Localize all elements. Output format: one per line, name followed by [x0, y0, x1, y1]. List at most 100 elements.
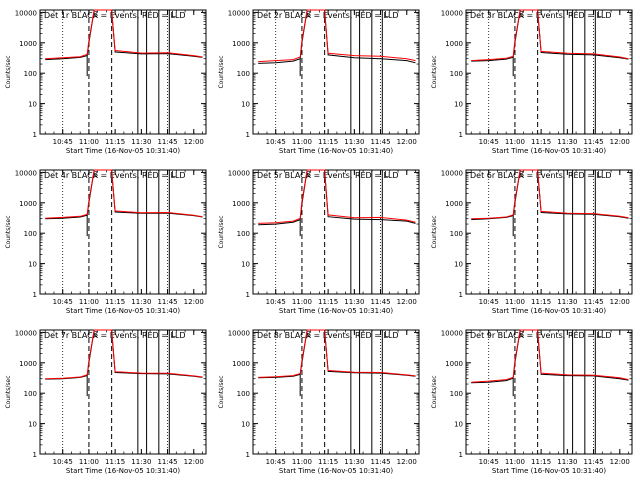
panel-title: Det 9r BLACK = Events, RED = LLD: [470, 331, 612, 340]
y-tick-label: 10: [241, 421, 250, 429]
x-tick-label: 11:45: [583, 138, 603, 146]
series-lld-line: [45, 329, 203, 380]
plot-frame: [39, 329, 207, 455]
panel-title: Det 4r BLACK = Events, RED = LLD: [44, 171, 186, 180]
marker-s: S: [306, 330, 311, 339]
x-tick-label: 12:00: [397, 458, 417, 466]
marker-s: S: [519, 170, 524, 179]
x-tick-label: 12:00: [610, 138, 630, 146]
x-tick-label: 12:00: [397, 298, 417, 306]
panel-title: Det 8r BLACK = Events, RED = LLD: [257, 331, 399, 340]
y-tick-label: 10000: [15, 9, 37, 17]
marker-l: L: [384, 330, 389, 339]
y-tick-label: 1000: [232, 200, 250, 208]
plot-frame: [252, 169, 420, 295]
marker-l: L: [171, 10, 176, 19]
x-tick-label: 11:15: [531, 138, 551, 146]
series-lld-line: [258, 169, 416, 224]
x-tick-label: 11:45: [583, 298, 603, 306]
y-tick-label: 1000: [19, 200, 37, 208]
y-tick-label: 10000: [441, 9, 463, 17]
x-tick-label: 11:00: [292, 138, 312, 146]
x-tick-label: 11:00: [505, 458, 525, 466]
panel-det-1: Det 1r BLACK = Events, RED = LLD Counts/s…: [5, 9, 207, 155]
y-tick-label: 1000: [232, 360, 250, 368]
x-tick-label: 11:45: [370, 458, 390, 466]
panel-det-3: Det 3r BLACK = Events, RED = LLD Counts/s…: [431, 9, 633, 155]
y-tick-label: 1: [246, 451, 250, 459]
x-tick-label: 11:00: [292, 458, 312, 466]
y-tick-label: 100: [450, 390, 463, 398]
x-tick-label: 11:45: [157, 458, 177, 466]
y-tick-label: 1000: [232, 40, 250, 48]
y-tick-label: 10000: [15, 169, 37, 177]
x-tick-label: 10:45: [53, 138, 73, 146]
y-tick-label: 10: [454, 261, 463, 269]
marker-l: L: [597, 330, 602, 339]
y-tick-label: 10000: [228, 9, 250, 17]
x-tick-label: 12:00: [184, 138, 204, 146]
marker-l: L: [597, 170, 602, 179]
y-tick-label: 10000: [228, 329, 250, 337]
series-lld-line: [471, 329, 629, 383]
plot-frame: [252, 9, 420, 135]
y-tick-label: 10: [241, 261, 250, 269]
x-tick-label: 11:15: [531, 458, 551, 466]
marker-s: S: [519, 10, 524, 19]
x-tick-label: 12:00: [397, 138, 417, 146]
x-tick-label: 12:00: [610, 298, 630, 306]
x-tick-label: 11:00: [505, 138, 525, 146]
y-tick-label: 10000: [228, 169, 250, 177]
x-tick-label: 11:00: [79, 458, 99, 466]
y-tick-label: 10000: [441, 169, 463, 177]
marker-s: S: [519, 330, 524, 339]
panel-det-8: Det 8r BLACK = Events, RED = LLD Counts/s…: [218, 329, 420, 475]
series-lld-line: [471, 9, 629, 62]
y-tick-label: 1: [459, 451, 463, 459]
y-tick-label: 100: [237, 70, 250, 78]
x-tick-label: 10:45: [266, 298, 286, 306]
y-tick-label: 1000: [445, 360, 463, 368]
x-tick-label: 11:30: [131, 298, 151, 306]
x-tick-label: 11:30: [344, 458, 364, 466]
marker-s: S: [93, 330, 98, 339]
x-tick-label: 11:30: [131, 138, 151, 146]
x-tick-label: 11:15: [105, 458, 125, 466]
x-tick-label: 11:00: [79, 138, 99, 146]
plot-frame: [252, 329, 420, 455]
y-tick-label: 1000: [19, 40, 37, 48]
y-tick-label: 1: [33, 131, 37, 139]
y-tick-label: 100: [237, 230, 250, 238]
y-tick-label: 100: [24, 70, 37, 78]
y-axis-label: Counts/sec: [5, 375, 12, 408]
y-tick-label: 10: [28, 101, 37, 109]
x-tick-label: 11:30: [557, 138, 577, 146]
y-axis-label: Counts/sec: [5, 215, 12, 248]
x-axis-label: Start Time (16-Nov-05 10:31:40): [492, 147, 606, 155]
x-tick-label: 11:15: [105, 298, 125, 306]
series-lld-line: [258, 9, 416, 63]
x-tick-label: 11:15: [318, 458, 338, 466]
y-tick-label: 1000: [445, 200, 463, 208]
plot-frame: [465, 329, 633, 455]
y-axis-label: Counts/sec: [218, 375, 225, 408]
y-tick-label: 1000: [19, 360, 37, 368]
x-axis-label: Start Time (16-Nov-05 10:31:40): [492, 467, 606, 475]
y-axis-label: Counts/sec: [431, 375, 438, 408]
x-tick-label: 10:45: [479, 298, 499, 306]
x-axis-label: Start Time (16-Nov-05 10:31:40): [279, 307, 393, 315]
marker-s: S: [93, 10, 98, 19]
x-tick-label: 10:45: [479, 458, 499, 466]
x-tick-label: 11:30: [557, 458, 577, 466]
x-tick-label: 10:45: [266, 458, 286, 466]
marker-l: L: [384, 10, 389, 19]
series-lld-line: [258, 329, 416, 378]
y-tick-label: 1: [459, 291, 463, 299]
y-tick-label: 1000: [445, 40, 463, 48]
panel-title: Det 3r BLACK = Events, RED = LLD: [470, 11, 612, 20]
y-tick-label: 10: [28, 261, 37, 269]
panel-title: Det 5r BLACK = Events, RED = LLD: [257, 171, 399, 180]
y-axis-label: Counts/sec: [218, 215, 225, 248]
x-tick-label: 12:00: [184, 298, 204, 306]
marker-s: S: [306, 170, 311, 179]
